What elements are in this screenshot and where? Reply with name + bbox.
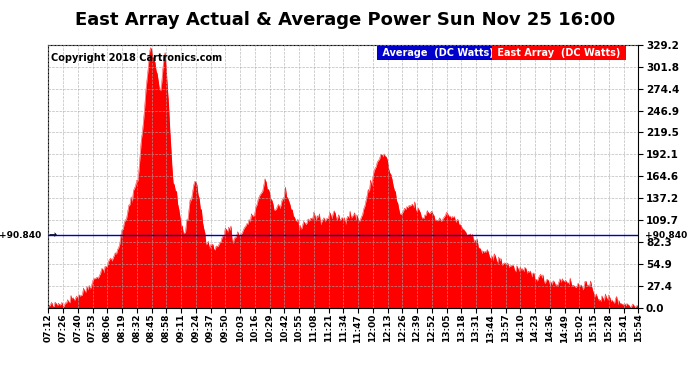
Text: →: → [48,230,57,240]
Text: +90.840: +90.840 [0,231,41,240]
Text: +90.840: +90.840 [645,231,687,240]
Text: East Array  (DC Watts): East Array (DC Watts) [494,48,624,58]
Text: East Array Actual & Average Power Sun Nov 25 16:00: East Array Actual & Average Power Sun No… [75,11,615,29]
Text: Copyright 2018 Cartronics.com: Copyright 2018 Cartronics.com [51,53,222,63]
Text: Average  (DC Watts): Average (DC Watts) [379,48,497,58]
